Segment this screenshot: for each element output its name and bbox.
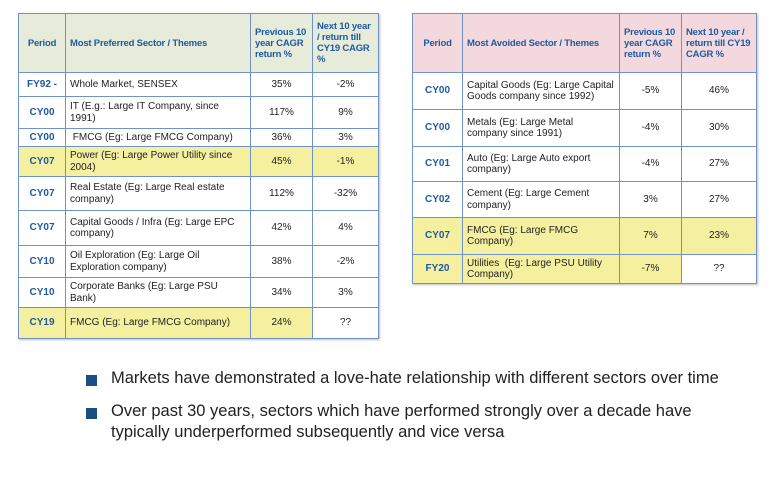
sector-cell: Power (Eg: Large Power Utility since 200…	[65, 146, 251, 177]
prev-cagr-cell: -4%	[619, 146, 682, 182]
bullet-item: Markets have demonstrated a love-hate re…	[86, 368, 726, 390]
sector-cell: Utilities (Eg: Large PSU Utility Company…	[462, 254, 620, 284]
square-bullet-icon	[86, 407, 97, 419]
period-cell: CY00	[412, 109, 463, 147]
bullet-text: Over past 30 years, sectors which have p…	[111, 401, 692, 442]
sector-cell: Real Estate (Eg: Large Real estate compa…	[65, 176, 251, 211]
next-cagr-cell: 3%	[312, 128, 379, 147]
table-row-highlighted: FY20 Utilities (Eg: Large PSU Utility Co…	[412, 254, 757, 284]
next-cagr-cell: 30%	[681, 109, 757, 147]
period-cell: CY07	[18, 146, 66, 177]
prev-cagr-cell: 42%	[250, 210, 313, 246]
period-cell: CY00	[18, 96, 66, 129]
next-cagr-cell: -32%	[312, 176, 379, 211]
prev-cagr-cell: 112%	[250, 176, 313, 211]
period-cell: CY01	[412, 146, 463, 182]
period-cell: CY19	[18, 307, 66, 339]
table-row: FY92 - Whole Market, SENSEX 35% -2%	[18, 72, 379, 97]
prev-cagr-cell: -7%	[619, 254, 682, 284]
sector-cell: FMCG (Eg: Large FMCG Company)	[65, 128, 251, 147]
sector-cell: Auto (Eg: Large Auto export company)	[462, 146, 620, 182]
table-row: CY00 Metals (Eg: Large Metal company sin…	[412, 109, 757, 147]
prev-cagr-cell: 38%	[250, 245, 313, 278]
next-cagr-cell: -1%	[312, 146, 379, 177]
period-cell: CY07	[412, 217, 463, 255]
header-prev-cagr: Previous 10 year CAGR return %	[619, 13, 682, 73]
next-cagr-cell: -2%	[312, 245, 379, 278]
header-period: Period	[18, 13, 66, 73]
sector-cell: Whole Market, SENSEX	[65, 72, 251, 97]
next-cagr-cell: ??	[681, 254, 757, 284]
period-cell: CY07	[18, 210, 66, 246]
sector-cell: Capital Goods / Infra (Eg: Large EPC com…	[65, 210, 251, 246]
prev-cagr-cell: -5%	[619, 72, 682, 110]
bullet-item: Over past 30 years, sectors which have p…	[86, 401, 726, 444]
square-bullet-icon	[86, 375, 97, 386]
sector-cell: Capital Goods (Eg: Large Capital Goods c…	[462, 72, 620, 110]
prev-cagr-cell: 34%	[250, 277, 313, 308]
next-cagr-cell: 4%	[312, 210, 379, 246]
prev-cagr-cell: 117%	[250, 96, 313, 129]
table-row: CY10 Oil Exploration (Eg: Large Oil Expl…	[18, 245, 379, 278]
period-cell: CY02	[412, 181, 463, 218]
table-row-highlighted: CY07 Power (Eg: Large Power Utility sinc…	[18, 146, 379, 177]
prev-cagr-cell: 36%	[250, 128, 313, 147]
table-row: CY07 Capital Goods / Infra (Eg: Large EP…	[18, 210, 379, 246]
header-next-cagr: Next 10 year / return till CY19 CAGR %	[681, 13, 757, 73]
prev-cagr-cell: 24%	[250, 307, 313, 339]
table-row-highlighted: CY07 FMCG (Eg: Large FMCG Company) 7% 23…	[412, 217, 757, 255]
period-cell: FY92 -	[18, 72, 66, 97]
next-cagr-cell: 27%	[681, 181, 757, 218]
sector-cell: FMCG (Eg: Large FMCG Company)	[65, 307, 251, 339]
table-row: CY01 Auto (Eg: Large Auto export company…	[412, 146, 757, 182]
next-cagr-cell: 3%	[312, 277, 379, 308]
sector-cell: IT (E.g.: Large IT Company, since 1991)	[65, 96, 251, 129]
table-row: CY00 IT (E.g.: Large IT Company, since 1…	[18, 96, 379, 129]
table-header-row: Period Most Avoided Sector / Themes Prev…	[412, 13, 757, 73]
prev-cagr-cell: 7%	[619, 217, 682, 255]
period-cell: FY20	[412, 254, 463, 284]
sector-cell: Corporate Banks (Eg: Large PSU Bank)	[65, 277, 251, 308]
sector-cell: Oil Exploration (Eg: Large Oil Explorati…	[65, 245, 251, 278]
next-cagr-cell: -2%	[312, 72, 379, 97]
table-row: CY10 Corporate Banks (Eg: Large PSU Bank…	[18, 277, 379, 308]
header-sector: Most Avoided Sector / Themes	[462, 13, 620, 73]
header-prev-cagr: Previous 10 year CAGR return %	[250, 13, 313, 73]
sector-cell: Metals (Eg: Large Metal company since 19…	[462, 109, 620, 147]
table-row-highlighted: CY19 FMCG (Eg: Large FMCG Company) 24% ?…	[18, 307, 379, 339]
sector-cell: FMCG (Eg: Large FMCG Company)	[462, 217, 620, 255]
period-cell: CY10	[18, 245, 66, 278]
table-header-row: Period Most Preferred Sector / Themes Pr…	[18, 13, 379, 73]
header-period: Period	[412, 13, 463, 73]
next-cagr-cell: 27%	[681, 146, 757, 182]
table-row: CY02 Cement (Eg: Large Cement company) 3…	[412, 181, 757, 218]
most-avoided-sectors-table: Period Most Avoided Sector / Themes Prev…	[412, 13, 757, 284]
next-cagr-cell: ??	[312, 307, 379, 339]
prev-cagr-cell: 3%	[619, 181, 682, 218]
bullet-text: Markets have demonstrated a love-hate re…	[111, 369, 719, 387]
next-cagr-cell: 9%	[312, 96, 379, 129]
header-next-cagr: Next 10 year / return till CY19 CAGR %	[312, 13, 379, 73]
period-cell: CY07	[18, 176, 66, 211]
period-cell: CY00	[18, 128, 66, 147]
period-cell: CY10	[18, 277, 66, 308]
table-row: CY00 FMCG (Eg: Large FMCG Company) 36% 3…	[18, 128, 379, 147]
next-cagr-cell: 46%	[681, 72, 757, 110]
prev-cagr-cell: 35%	[250, 72, 313, 97]
period-cell: CY00	[412, 72, 463, 110]
prev-cagr-cell: -4%	[619, 109, 682, 147]
table-row: CY07 Real Estate (Eg: Large Real estate …	[18, 176, 379, 211]
bullet-list: Markets have demonstrated a love-hate re…	[86, 368, 726, 455]
header-sector: Most Preferred Sector / Themes	[65, 13, 251, 73]
sector-cell: Cement (Eg: Large Cement company)	[462, 181, 620, 218]
table-row: CY00 Capital Goods (Eg: Large Capital Go…	[412, 72, 757, 110]
most-preferred-sectors-table: Period Most Preferred Sector / Themes Pr…	[18, 13, 379, 339]
prev-cagr-cell: 45%	[250, 146, 313, 177]
next-cagr-cell: 23%	[681, 217, 757, 255]
